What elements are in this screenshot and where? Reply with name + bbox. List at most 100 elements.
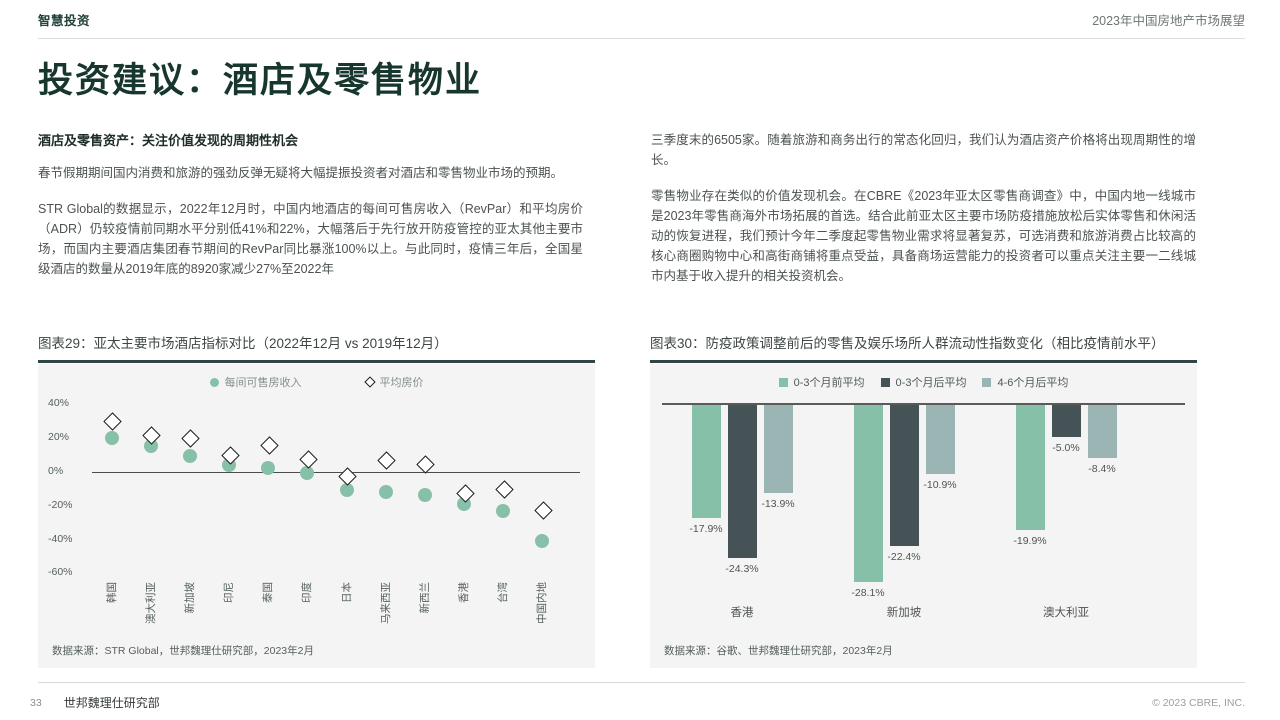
bar-value-label: -17.9% (689, 522, 723, 535)
x-axis-category-label: 泰国 (262, 582, 275, 603)
bar-value-label: -28.1% (851, 587, 885, 600)
square-marker-icon (880, 377, 890, 387)
chart-30-legend: 0-3个月前平均 0-3个月后平均 4-6个月后平均 (650, 374, 1197, 390)
bar-新加坡-0-3个月后平均 (889, 405, 919, 547)
article-paragraph: STR Global的数据显示，2022年12月时，中国内地酒店的每间可售房收入… (38, 202, 583, 276)
page-header: 智慧投资 2023年中国房地产市场展望 (38, 0, 1245, 39)
scatter-dot-revpar (339, 483, 354, 498)
legend-label: 每间可售房收入 (224, 377, 302, 389)
zero-axis-line (662, 403, 1185, 405)
page-footer: 33 世邦魏理仕研究部 © 2023 CBRE, INC. (30, 694, 1245, 711)
legend-item: 平均房价 (363, 374, 424, 390)
legend-label: 平均房价 (379, 377, 424, 389)
bar-新加坡-4-6个月后平均 (925, 405, 955, 474)
zero-axis-line (92, 471, 580, 473)
x-axis-category-label: 日本 (340, 582, 353, 603)
scatter-dot-revpar (143, 439, 158, 454)
article-column-right: 三季度末的6505家。随着旅游和商务出行的常态化回归，我们认为酒店资产价格将出现… (651, 130, 1196, 302)
bar-香港-0-3个月前平均 (691, 405, 721, 518)
x-axis-category-label: 澳大利亚 (1043, 607, 1089, 619)
x-axis-category-label: 香港 (458, 582, 471, 603)
y-axis-tick-label: -20% (48, 498, 73, 511)
page-number: 33 (30, 696, 42, 709)
brand-label: 智慧投资 (38, 13, 91, 28)
square-marker-icon (982, 377, 992, 387)
x-axis-category-label: 澳大利亚 (144, 582, 157, 624)
chart-30-section: 图表30：防疫政策调整前后的零售及娱乐场所人群流动性指数变化（相比疫情前水平） … (650, 332, 1197, 668)
chart-30-title-rule (650, 360, 1197, 363)
scatter-dot-revpar (378, 485, 393, 500)
x-axis-category-label: 韩国 (105, 582, 118, 603)
x-axis-category-label: 新加坡 (886, 607, 922, 619)
chart-30-title: 图表30：防疫政策调整前后的零售及娱乐场所人群流动性指数变化（相比疫情前水平） (650, 336, 1165, 351)
y-axis-tick-label: -60% (48, 566, 73, 579)
y-axis-tick-label: -40% (48, 532, 73, 545)
chart-29-plot: 40% 20% 0% -20% -40% -60% 韩国 澳大利亚 新加坡 印尼 泰国 印度 日本 马来西… (38, 364, 595, 668)
scatter-diamond-adr (534, 500, 553, 520)
scatter-diamond-adr (103, 412, 122, 432)
bar-澳大利亚-0-3个月后平均 (1051, 405, 1081, 437)
scatter-dot-revpar (300, 466, 315, 481)
footer-department: 世邦魏理仕研究部 (63, 696, 160, 710)
bar-value-label: -13.9% (761, 497, 795, 510)
scatter-dot-revpar (104, 430, 119, 445)
scatter-dot-revpar (261, 461, 276, 476)
scatter-diamond-adr (260, 436, 279, 455)
bar-value-label: -8.4% (1088, 462, 1116, 475)
article-paragraph: 零售物业存在类似的价值发现机会。在CBRE《2023年亚太区零售商调查》中，中国… (651, 189, 1196, 283)
bar-澳大利亚-4-6个月后平均 (1087, 405, 1117, 458)
bar-香港-4-6个月后平均 (763, 405, 793, 493)
chart-29-title-rule (38, 360, 595, 363)
legend-label: 0-3个月前平均 (793, 377, 865, 389)
scatter-diamond-adr (416, 455, 436, 474)
article-paragraph: 春节假期期间国内消费和旅游的强劲反弹无疑将大幅提振投资者对酒店和零售物业市场的预… (38, 166, 564, 180)
page-title: 投资建议：酒店及零售物业 (38, 61, 483, 100)
scatter-diamond-adr (181, 429, 201, 448)
footer-divider (38, 682, 1245, 683)
x-axis-category-label: 香港 (730, 607, 754, 619)
x-axis-category-label: 印度 (301, 582, 314, 603)
report-title: 2023年中国房地产市场展望 (1092, 13, 1245, 28)
scatter-dot-revpar (535, 534, 550, 549)
bar-澳大利亚-0-3个月前平均 (1015, 405, 1045, 531)
legend-label: 4-6个月后平均 (997, 377, 1069, 389)
legend-item: 4-6个月后平均 (982, 374, 1068, 390)
scatter-dot-revpar (496, 503, 511, 518)
square-marker-icon (778, 377, 788, 387)
bar-新加坡-0-3个月前平均 (853, 405, 883, 583)
scatter-diamond-adr (495, 480, 514, 499)
scatter-dot-revpar (182, 449, 197, 464)
scatter-dot-revpar (417, 488, 432, 503)
x-axis-category-label: 印尼 (223, 582, 236, 603)
chart-30-panel: 0-3个月前平均 0-3个月后平均 4-6个月后平均 -17.9% -24.3% -13… (650, 364, 1197, 668)
y-axis-tick-label: 40% (48, 396, 70, 409)
chart-29-panel: 每间可售房收入 平均房价 40% 20% 0% -20% -40% -60% 韩国 澳大利亚 新加… (38, 364, 595, 668)
y-axis-tick-label: 20% (48, 430, 70, 443)
legend-item: 0-3个月后平均 (880, 374, 967, 390)
bar-value-label: -22.4% (887, 551, 921, 564)
x-axis-category-label: 台湾 (497, 582, 510, 603)
legend-label: 0-3个月后平均 (895, 377, 967, 389)
chart-29-section: 图表29：亚太主要市场酒店指标对比（2022年12月 vs 2019年12月） … (38, 332, 595, 668)
bar-value-label: -19.9% (1013, 535, 1047, 548)
x-axis-category-label: 马来西亚 (379, 582, 392, 624)
chart-29-title: 图表29：亚太主要市场酒店指标对比（2022年12月 vs 2019年12月） (38, 336, 448, 351)
article-column-left: 酒店及零售资产：关注价值发现的周期性机会 春节假期期间国内消费和旅游的强劲反弹无… (38, 130, 583, 302)
charts-row: 图表29：亚太主要市场酒店指标对比（2022年12月 vs 2019年12月） … (38, 332, 1197, 668)
footer-copyright: © 2023 CBRE, INC. (1152, 696, 1245, 709)
bar-value-label: -10.9% (923, 478, 957, 491)
legend-item: 每间可售房收入 (209, 374, 302, 390)
x-axis-category-label: 新加坡 (183, 582, 196, 614)
legend-item: 0-3个月前平均 (778, 374, 865, 390)
article-columns: 酒店及零售资产：关注价值发现的周期性机会 春节假期期间国内消费和旅游的强劲反弹无… (38, 130, 1197, 302)
chart-30-plot: -17.9% -24.3% -13.9% 香港 -28.1% -22.4% -10.9% 新加… (650, 364, 1197, 668)
chart-29-legend: 每间可售房收入 平均房价 (38, 374, 595, 390)
scatter-diamond-adr (377, 451, 396, 471)
chart-29-source: 数据来源：STR Global，世邦魏理仕研究部，2023年2月 (52, 645, 314, 657)
circle-marker-icon (209, 377, 219, 387)
bar-value-label: -5.0% (1052, 441, 1080, 454)
article-paragraph: 三季度末的6505家。随着旅游和商务出行的常态化回归，我们认为酒店资产价格将出现… (651, 133, 1196, 167)
bar-value-label: -24.3% (725, 563, 759, 576)
chart-30-source: 数据来源：谷歌、世邦魏理仕研究部，2023年2月 (664, 645, 893, 657)
